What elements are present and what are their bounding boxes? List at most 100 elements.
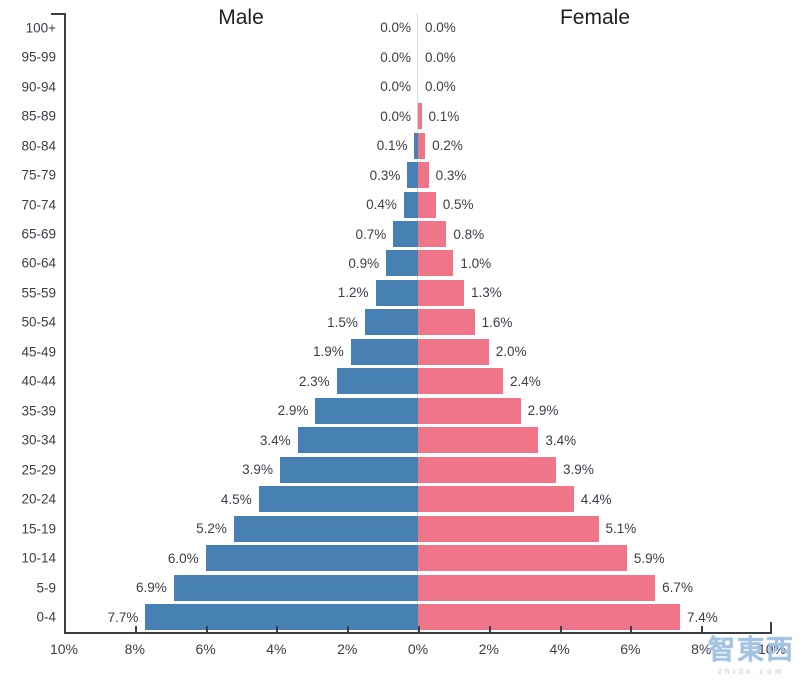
y-axis-line [64, 13, 66, 634]
male-bar[interactable] [403, 191, 418, 218]
male-half: 2.9% [66, 396, 418, 425]
female-bar[interactable] [418, 279, 465, 306]
x-axis-tick [559, 626, 562, 632]
male-bar[interactable] [407, 162, 418, 189]
x-axis-tick [205, 626, 208, 632]
pyramid-row: 65-69 0.7% 0.8% [21, 219, 772, 248]
x-axis-tick [276, 626, 279, 632]
female-value-label: 3.9% [563, 462, 594, 478]
x-axis-tick-label: 6% [620, 641, 641, 657]
pyramid-row: 0-4 7.7% 7.4% [36, 602, 772, 631]
male-value-label: 0.3% [369, 167, 401, 183]
male-value-label: 0.0% [380, 108, 411, 124]
female-value-label: 0.8% [453, 226, 485, 242]
age-group-label: 35-39 [21, 403, 56, 419]
male-half: 0.9% [66, 249, 418, 278]
pyramid-rows: 100+ 0.0% 0.0% 95-99 0.0% 0.0% 90-94 0.0… [21, 13, 772, 632]
female-bar[interactable] [418, 250, 454, 277]
male-value-label: 0.0% [380, 20, 411, 36]
female-bar[interactable] [418, 515, 599, 542]
x-axis-tick-label: 6% [195, 641, 216, 657]
female-title: Female [559, 6, 631, 29]
age-group-label: 50-54 [21, 314, 56, 330]
male-bar[interactable] [336, 368, 418, 395]
x-axis-tick [630, 626, 633, 632]
female-bar[interactable] [418, 456, 557, 483]
male-bar[interactable] [393, 221, 418, 248]
female-bar[interactable] [418, 368, 503, 395]
x-axis-tick [418, 626, 420, 632]
male-half: 0.0% [66, 101, 418, 130]
male-bar[interactable] [386, 250, 418, 277]
female-bar[interactable] [418, 486, 574, 513]
male-half: 0.3% [66, 160, 418, 189]
pyramid-row: 90-94 0.0% 0.0% [21, 72, 772, 101]
male-bar[interactable] [350, 338, 418, 365]
male-half: 3.9% [66, 455, 418, 484]
pyramid-row: 20-24 4.5% 4.4% [21, 485, 772, 514]
male-bar[interactable] [173, 574, 418, 601]
male-bar[interactable] [145, 604, 418, 631]
x-axis-tick [134, 626, 137, 632]
pyramid-row: 50-54 1.5% 1.6% [21, 308, 772, 337]
female-bar[interactable] [418, 604, 680, 631]
pyramid-row: 45-49 1.9% 2.0% [21, 337, 772, 366]
age-group-label: 75-79 [21, 167, 56, 183]
female-value-label: 0.0% [425, 49, 456, 65]
pyramid-row: 30-34 3.4% 3.4% [21, 426, 772, 455]
female-half: 0.2% [418, 131, 772, 160]
pyramid-row: 85-89 0.0% 0.1% [21, 101, 772, 130]
x-axis-tick-label: 8% [691, 641, 712, 657]
male-value-label: 2.9% [277, 403, 309, 419]
female-half: 0.0% [418, 42, 772, 71]
age-group-label: 30-34 [21, 432, 56, 448]
female-half: 5.1% [418, 514, 772, 543]
male-bar[interactable] [258, 486, 418, 513]
x-axis-tick-label: 2% [337, 641, 358, 657]
male-value-label: 6.9% [135, 580, 167, 596]
male-bar[interactable] [297, 427, 418, 454]
male-bar[interactable] [364, 309, 418, 336]
female-half: 0.3% [418, 160, 772, 189]
male-half: 7.7% [66, 602, 418, 631]
female-bar[interactable] [418, 309, 475, 336]
pyramid-row: 25-29 3.9% 3.9% [21, 455, 772, 484]
female-half: 1.6% [418, 308, 772, 337]
male-half: 1.5% [66, 308, 418, 337]
male-value-label: 1.2% [337, 285, 369, 301]
male-half: 0.1% [66, 131, 418, 160]
male-bar[interactable] [414, 132, 418, 159]
female-half: 0.0% [418, 72, 772, 101]
pyramid-row: 35-39 2.9% 2.9% [21, 396, 772, 425]
male-bar[interactable] [205, 545, 418, 572]
female-value-label: 2.4% [509, 373, 541, 389]
female-bar[interactable] [418, 191, 436, 218]
female-bar[interactable] [418, 545, 627, 572]
female-bar[interactable] [418, 162, 429, 189]
female-bar[interactable] [418, 397, 521, 424]
male-half: 6.9% [66, 573, 418, 602]
pyramid-row: 95-99 0.0% 0.0% [21, 42, 772, 71]
male-bar[interactable] [315, 397, 418, 424]
female-bar[interactable] [418, 221, 447, 248]
male-bar[interactable] [233, 515, 418, 542]
female-bar[interactable] [418, 574, 656, 601]
female-bar[interactable] [418, 103, 422, 130]
male-half: 3.4% [66, 426, 418, 455]
pyramid-row: 80-84 0.1% 0.2% [21, 131, 772, 160]
x-axis-tick-label: 8% [124, 641, 145, 657]
male-bar[interactable] [375, 279, 418, 306]
age-group-label: 70-74 [21, 197, 56, 213]
female-bar[interactable] [418, 338, 489, 365]
age-group-label: 10-14 [21, 550, 56, 566]
watermark-url: zhidx.com [717, 667, 786, 676]
male-half: 0.7% [66, 219, 418, 248]
male-bar[interactable] [279, 456, 418, 483]
x-axis-tick-label: 10% [757, 641, 787, 657]
female-value-label: 1.0% [460, 255, 492, 271]
male-value-label: 0.4% [366, 197, 397, 213]
female-bar[interactable] [418, 132, 426, 159]
male-value-label: 1.9% [312, 344, 344, 360]
female-bar[interactable] [418, 427, 539, 454]
